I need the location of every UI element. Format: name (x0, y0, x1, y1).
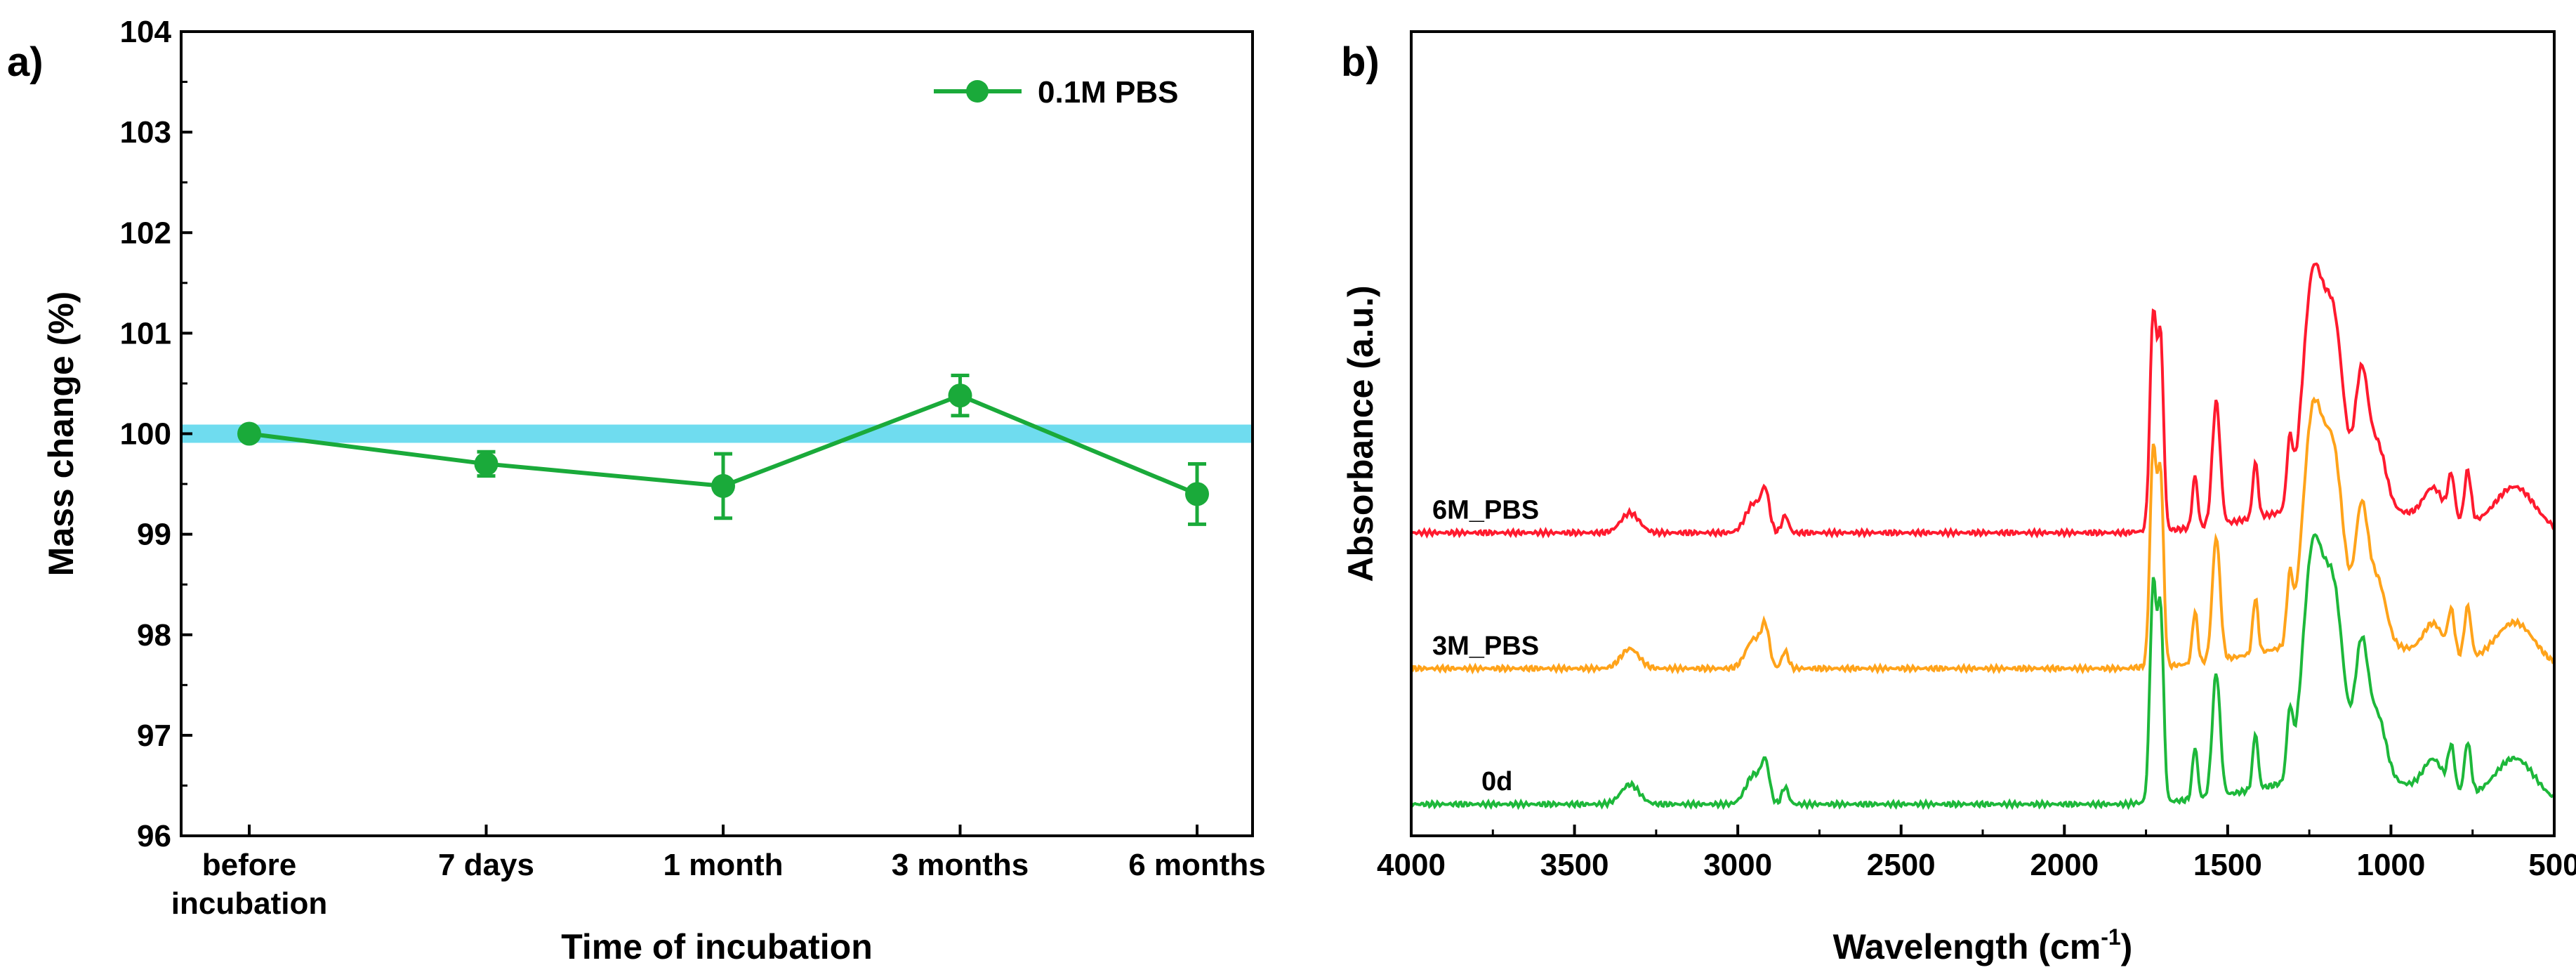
x-axis-title-wavelength: Wavelength (cm-1) (1833, 924, 2133, 966)
x-tick-label: 3000 (1703, 848, 1772, 882)
spectrum-line-0d (1410, 533, 2556, 811)
plot-frame-a (180, 30, 1254, 837)
y-tick-label: 99 (137, 518, 171, 552)
panel-b-label: b) (1341, 39, 1380, 85)
y-tick-label: 104 (120, 15, 172, 49)
y-tick-label: 103 (120, 115, 171, 150)
spectrum-label-3M_PBS: 3M_PBS (1432, 631, 1539, 661)
y-axis-title-mass-change: Mass change (%) (41, 291, 81, 577)
x-tick-label: 7 days (438, 848, 534, 882)
x-tick-label: 500 (2528, 848, 2576, 882)
legend-label-0.1M-PBS: 0.1M PBS (1038, 75, 1179, 110)
spectrum-line-3M_PBS (1411, 396, 2555, 675)
x-tick-label: 6 months (1128, 848, 1266, 882)
legend-a: 0.1M PBS (934, 75, 1179, 110)
data-point (711, 473, 735, 498)
y-tick-label: 96 (137, 819, 171, 853)
y-tick-label: 102 (120, 216, 171, 250)
x-tick-label: 4000 (1377, 848, 1446, 882)
y-tick-label: 97 (137, 719, 171, 753)
x-axis-title-time: Time of incubation (561, 927, 873, 966)
x-tick-label: 1 month (663, 848, 783, 882)
spectrum-label-6M_PBS: 6M_PBS (1432, 496, 1539, 525)
x-tick-label: 3500 (1540, 848, 1609, 882)
data-point (1185, 482, 1209, 506)
x-tick-label: 2500 (1867, 848, 1936, 882)
data-point (237, 421, 261, 446)
y-tick-label: 101 (120, 316, 171, 350)
panel-a-label: a) (7, 39, 44, 85)
x-tick-label: 1500 (2193, 848, 2262, 882)
y-tick-label: 98 (137, 618, 171, 653)
x-tick-label: before (202, 848, 296, 882)
y-tick-label: 100 (120, 417, 171, 452)
data-point (474, 452, 498, 476)
x-axis-title-superscript: -1 (2101, 924, 2120, 950)
legend-marker (966, 80, 989, 103)
panel-b-ftir-spectra: b) 6M_PBS 3M_PBS 0d 4000 3500 3000 2500 2000 15… (1341, 30, 2576, 966)
x-tick-label: incubation (171, 886, 327, 921)
x-tick-label: 2000 (2030, 848, 2099, 882)
reference-band-100 (181, 424, 1253, 443)
spectrum-line-6M_PBS (1411, 262, 2556, 539)
plot-frame-b (1410, 30, 2556, 837)
panel-a-mass-change-chart: a) 96 97 98 99 100 101 102 103 104 before incubat… (7, 15, 1266, 966)
x-tick-label: 3 months (892, 848, 1029, 882)
data-point (948, 383, 972, 408)
x-tick-label: 1000 (2356, 848, 2425, 882)
y-axis-title-absorbance: Absorbance (a.u.) (1341, 285, 1380, 582)
spectrum-label-0d: 0d (1481, 767, 1512, 796)
